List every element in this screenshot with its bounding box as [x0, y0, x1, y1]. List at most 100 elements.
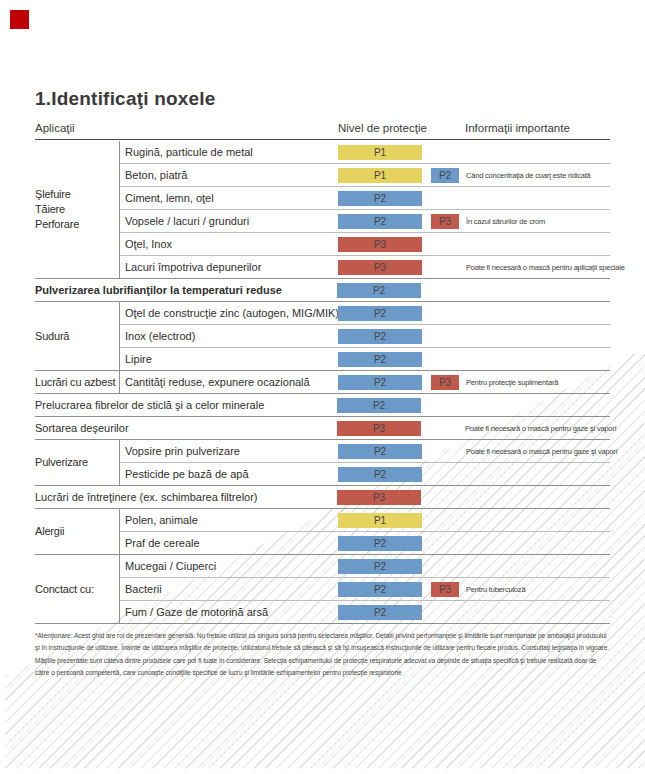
important-info-text: Poate fi necesară o mască pentru aplicaţ… [466, 263, 610, 272]
important-info-text: Pentru protecţie suplimentară [466, 378, 610, 387]
table-row: Fum / Gaze de motorină arsăP2 [120, 600, 610, 623]
document-page: 1.Identificaţi noxele Aplicaţii Nivel de… [0, 0, 645, 774]
protection-chip-p1: P1 [338, 168, 422, 183]
application-label: Lipire [125, 353, 338, 365]
application-label: Praf de cereale [125, 537, 338, 549]
application-label: Inox (electrod) [125, 330, 338, 342]
protection-chip-p2: P2 [338, 306, 422, 321]
protection-chip-p3: P3 [338, 260, 422, 275]
application-label: Rugină, particule de metal [125, 146, 338, 158]
application-label: Cantităţi reduse, expunere ocazională [125, 376, 338, 388]
protection-chip-p2: P2 [338, 605, 422, 620]
table-row: Oţel de construcţie zinc (autogen, MIG/M… [120, 302, 610, 324]
group-label: Şlefuire Tăiere Perforare [35, 141, 119, 278]
protection-chips: P2P3 [338, 214, 466, 229]
protection-chip-p3: P3 [337, 421, 421, 436]
table-section: Conctact cu:Mucegai / CiuperciP2Bacterii… [35, 555, 610, 624]
protection-chips: P1 [338, 145, 466, 160]
table-row: Cantităţi reduse, expunere ocazionalăP2P… [120, 371, 610, 393]
table-row: Inox (electrod)P2 [120, 324, 610, 347]
protection-chip-p2: P2 [338, 467, 422, 482]
table-row: Praf de cerealeP2 [120, 531, 610, 554]
protection-chips: P3 [337, 421, 465, 436]
table-section: Prelucrarea fibrelor de sticlă şi a celo… [35, 394, 610, 417]
table-row: LipireP2 [120, 347, 610, 370]
protection-chips: P2 [338, 329, 466, 344]
table-row: Vopsele / lacuri / grunduriP2P3În cazul … [120, 209, 610, 232]
protection-chip-p2: P2 [338, 582, 422, 597]
protection-chips: P2 [338, 605, 466, 620]
application-label: Lacuri împotriva depunerilor [125, 261, 338, 273]
application-label: Polen, animale [125, 514, 338, 526]
protection-chip-p3: P3 [337, 490, 421, 505]
protection-chips: P3 [337, 490, 465, 505]
table-row: Prelucrarea fibrelor de sticlă şi a celo… [35, 394, 610, 416]
important-info-text: În cazul sărurilor de crom [466, 217, 610, 226]
protection-chips: P2 [338, 559, 466, 574]
table-section: Lucrări cu azbestCantităţi reduse, expun… [35, 371, 610, 394]
protection-chip-p2: P2 [338, 375, 422, 390]
protection-chips: P1P2 [338, 168, 466, 183]
table-header: Aplicaţii Nivel de protecţie Informaţii … [35, 122, 610, 140]
application-label: Bacterii [125, 583, 338, 595]
application-label: Beton, piatră [125, 169, 338, 181]
important-info-text: Poate fi necesară o mască pentru gaze şi… [465, 424, 610, 433]
application-label: Ciment, lemn, oţel [125, 192, 338, 204]
hazard-table: Şlefuire Tăiere PerforareRugină, particu… [35, 141, 610, 624]
table-row: Sortarea deşeurilorP3 Poate fi necesară o… [35, 417, 610, 439]
table-row: Pesticide pe bază de apăP2 [120, 462, 610, 485]
protection-chip-p2: P2 [338, 559, 422, 574]
application-label: Sortarea deşeurilor [35, 422, 337, 434]
application-label: Pulverizarea lubrifianţilor la temperatu… [35, 284, 337, 296]
protection-chip-p2: P2 [338, 536, 422, 551]
protection-chip-p3: P3 [431, 214, 459, 229]
group-label: Pulverizare [35, 440, 119, 485]
table-row: Beton, piatrăP1P2Când concentraţia de cu… [120, 163, 610, 186]
column-header-applications: Aplicaţii [35, 122, 75, 134]
application-label: Fum / Gaze de motorină arsă [125, 606, 338, 618]
table-section: Sudură Oţel de construcţie zinc (autogen,… [35, 302, 610, 371]
protection-chip-p2: P2 [337, 398, 421, 413]
protection-chips: P2P3 [338, 582, 466, 597]
table-section: Şlefuire Tăiere PerforareRugină, particu… [35, 141, 610, 279]
table-row: Ciment, lemn, oţelP2 [120, 186, 610, 209]
application-label: Oţel de construcţie zinc (autogen, MIG/M… [125, 307, 338, 319]
table-row: Lucrări de întreţinere (ex. schimbarea f… [35, 486, 610, 508]
protection-chips: P2 [337, 398, 465, 413]
table-row: BacteriiP2P3Pentru tuberculoză [120, 577, 610, 600]
table-section: PulverizareVopsire prin pulverizareP2Poa… [35, 440, 610, 486]
table-row: Oţel, InoxP3 [120, 232, 610, 255]
table-row: Pulverizarea lubrifianţilor la temperatu… [35, 279, 610, 301]
application-label: Pesticide pe bază de apă [125, 468, 338, 480]
protection-chip-p2: P2 [338, 329, 422, 344]
footnote-text: *Atenţionare: Acest ghid are rol de prez… [35, 630, 612, 680]
protection-chips: P2 [338, 444, 466, 459]
protection-chips: P2 [338, 352, 466, 367]
protection-chips: P3 [338, 237, 466, 252]
application-label: Lucrări de întreţinere (ex. schimbarea f… [35, 491, 337, 503]
brand-corner-mark-icon [10, 10, 29, 29]
protection-chip-p2: P2 [338, 352, 422, 367]
application-label: Prelucrarea fibrelor de sticlă şi a celo… [35, 399, 337, 411]
protection-chips: P2 [337, 283, 465, 298]
protection-chip-p3: P3 [431, 375, 459, 390]
protection-chips: P2 [338, 306, 466, 321]
group-label: Sudură [35, 302, 119, 370]
protection-chips: P3 [338, 260, 466, 275]
table-section: AlergiiPolen, animaleP1Praf de cerealeP2 [35, 509, 610, 555]
protection-chip-p2: P2 [338, 191, 422, 206]
table-row: Lacuri împotriva depunerilorP3 Poate fi n… [120, 255, 610, 278]
group-label: Lucrări cu azbest [35, 371, 119, 393]
protection-chips: P2 [338, 536, 466, 551]
protection-chips: P2 P3 [338, 375, 466, 390]
table-row: Polen, animaleP1 [120, 509, 610, 531]
protection-chip-p2: P2 [337, 283, 421, 298]
protection-chip-p1: P1 [338, 145, 422, 160]
important-info-text: Poate fi necesară o mască pentru gaze şi… [466, 447, 610, 456]
table-section: Sortarea deşeurilorP3 Poate fi necesară o… [35, 417, 610, 440]
table-row: Rugină, particule de metalP1 [120, 141, 610, 163]
protection-chip-p3: P3 [338, 237, 422, 252]
column-header-important-info: Informaţii importante [465, 122, 570, 134]
protection-chips: P1 [338, 513, 466, 528]
page-title: 1.Identificaţi noxele [35, 88, 216, 110]
